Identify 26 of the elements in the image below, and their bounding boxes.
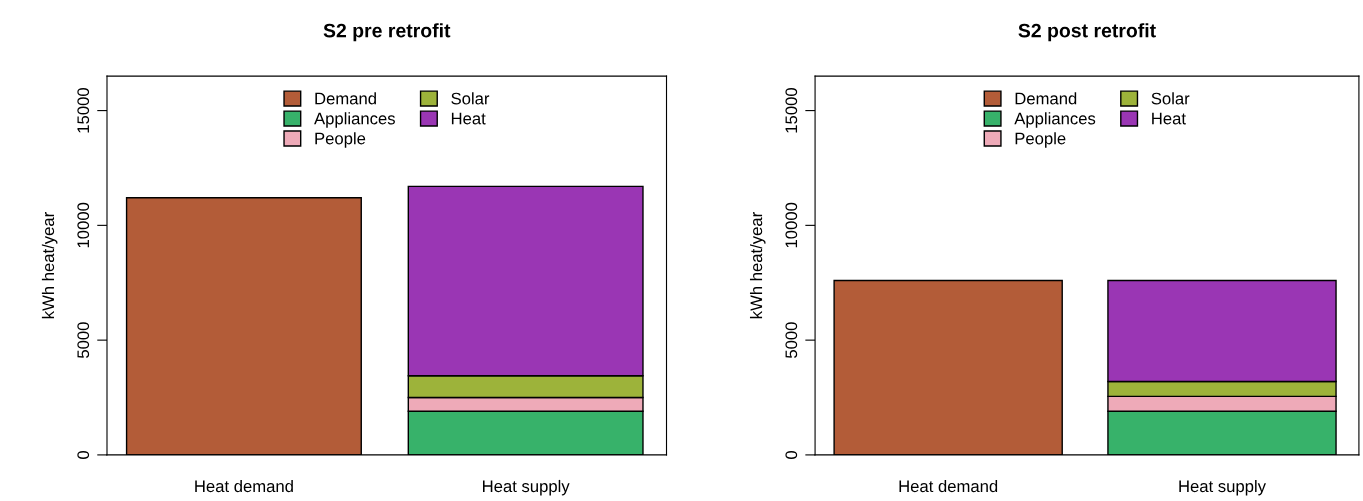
y-tick-label: 10000 <box>77 202 90 248</box>
legend-label: Heat <box>1152 112 1186 125</box>
legend-label: People <box>1015 132 1066 148</box>
chart-title: S2 pre retrofit <box>323 23 451 42</box>
x-tick-label: Heat demand <box>899 479 998 493</box>
legend-label: Solar <box>451 92 490 105</box>
legend-label: Heat <box>451 112 486 125</box>
legend-label: Demand <box>315 92 376 105</box>
y-tick-label: 15000 <box>77 88 90 133</box>
y-tick-label: 5000 <box>77 322 90 358</box>
legend-label: Demand <box>1015 92 1077 105</box>
x-tick-label: Heat supply <box>1179 479 1266 496</box>
legend-label: Appliances <box>1014 112 1096 128</box>
chart-title: S2 post retrofit <box>1018 23 1156 42</box>
x-tick-label: Heat supply <box>483 479 570 496</box>
y-tick-label: 10000 <box>785 202 798 248</box>
y-tick-label: 5000 <box>785 322 798 358</box>
y-axis-title: kWh heat/year <box>41 212 58 319</box>
y-axis-title: kWh heat/year <box>749 212 766 319</box>
y-tick-label: 15000 <box>785 88 798 133</box>
legend-label: Appliances <box>314 112 395 128</box>
y-tick-label: 0 <box>785 450 798 459</box>
legend-label: Solar <box>1151 92 1190 105</box>
x-tick-label: Heat demand <box>195 479 293 493</box>
legend-label: People <box>315 132 366 148</box>
y-tick-label: 0 <box>77 450 90 459</box>
